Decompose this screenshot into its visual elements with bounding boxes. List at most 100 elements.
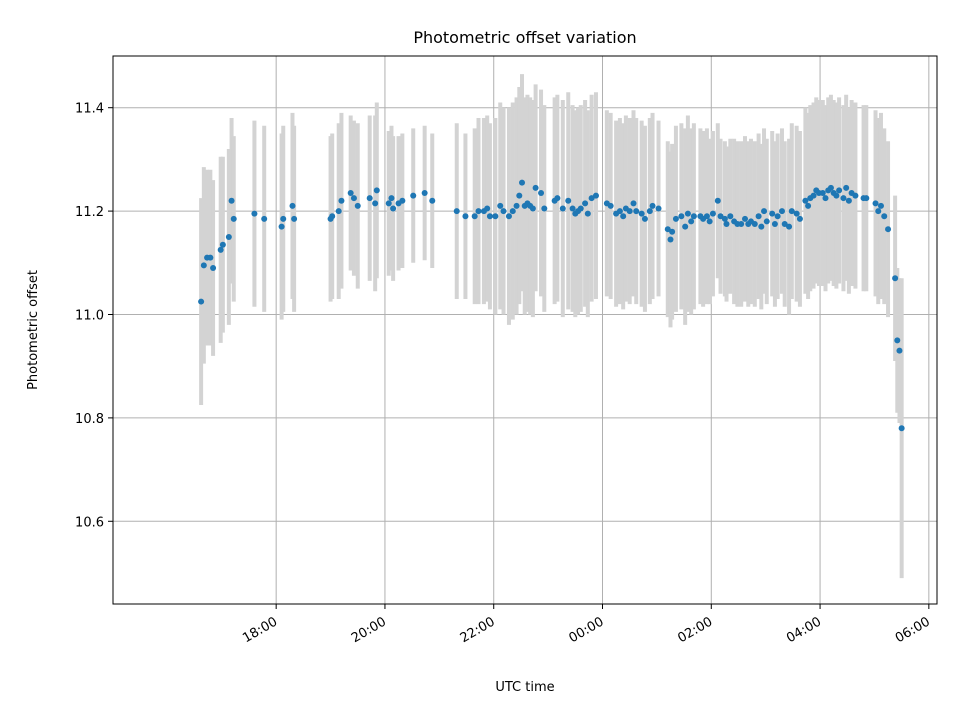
data-point: [781, 221, 788, 228]
data-point: [569, 205, 576, 212]
data-point: [763, 218, 770, 225]
y-tick-label: 11.2: [75, 205, 104, 220]
data-point: [822, 195, 829, 202]
data-point: [329, 213, 336, 220]
data-points: [198, 179, 905, 432]
data-point: [706, 218, 713, 225]
data-point: [354, 202, 361, 209]
data-point: [607, 202, 614, 209]
data-point: [198, 298, 205, 305]
data-point: [898, 425, 905, 432]
data-point: [774, 213, 781, 220]
data-point: [385, 200, 392, 207]
data-point: [717, 213, 724, 220]
data-point: [338, 197, 345, 204]
data-point: [641, 215, 648, 222]
data-point: [796, 215, 803, 222]
data-point: [863, 195, 870, 202]
data-point: [291, 215, 298, 222]
data-point: [894, 337, 901, 344]
data-point: [492, 213, 499, 220]
data-point: [738, 221, 745, 228]
data-point: [678, 213, 685, 220]
data-point: [429, 197, 436, 204]
data-point: [500, 208, 507, 215]
y-axis: 10.6 10.8 11.0 11.2 11.4: [75, 102, 113, 530]
data-point: [200, 262, 207, 269]
data-point: [532, 184, 539, 191]
data-point: [819, 190, 826, 196]
data-point: [751, 221, 758, 228]
data-point: [516, 192, 523, 199]
y-tick-label: 11.4: [75, 102, 104, 117]
data-point: [892, 275, 899, 282]
data-point: [453, 208, 460, 215]
data-point: [805, 202, 812, 209]
data-point: [664, 226, 671, 233]
data-point: [462, 213, 469, 220]
y-tick-label: 11.0: [75, 308, 104, 323]
data-point: [554, 195, 561, 202]
data-point: [843, 184, 850, 191]
data-point: [519, 179, 526, 186]
data-point: [690, 213, 697, 220]
data-point: [836, 187, 843, 194]
x-axis-label: UTC time: [495, 680, 554, 695]
data-point: [840, 195, 847, 202]
data-point: [742, 215, 749, 222]
data-point: [584, 210, 591, 217]
data-point: [475, 208, 482, 215]
y-tick-label: 10.8: [75, 412, 104, 427]
data-point: [620, 213, 627, 220]
data-point: [638, 210, 645, 217]
chart-title: Photometric offset variation: [413, 28, 636, 47]
data-point: [778, 208, 785, 215]
data-point: [845, 197, 852, 204]
data-point: [727, 213, 734, 220]
data-point: [251, 210, 258, 217]
data-point: [761, 208, 768, 215]
data-point: [667, 236, 674, 243]
data-point: [541, 205, 548, 212]
data-point: [497, 202, 504, 209]
data-point: [788, 208, 795, 215]
data-point: [709, 210, 716, 217]
data-point: [771, 221, 778, 228]
y-tick-label: 10.6: [75, 515, 104, 530]
data-point: [758, 223, 765, 230]
data-point: [410, 192, 417, 199]
data-point: [280, 215, 287, 222]
data-point: [669, 228, 676, 235]
data-point: [827, 184, 834, 191]
data-point: [484, 205, 491, 212]
data-point: [793, 210, 800, 217]
data-point: [471, 213, 478, 220]
data-point: [714, 197, 721, 204]
data-point: [877, 202, 884, 209]
data-point: [225, 233, 232, 240]
data-point: [769, 210, 776, 217]
data-point: [509, 208, 516, 215]
data-point: [486, 213, 493, 220]
data-point: [896, 347, 903, 354]
plot-frame: [112, 55, 938, 605]
data-point: [228, 197, 235, 204]
data-point: [388, 195, 395, 202]
data-point: [688, 218, 695, 225]
data-point: [626, 208, 633, 215]
data-point: [875, 208, 882, 215]
data-point: [723, 221, 730, 228]
data-point: [350, 195, 357, 202]
data-point: [538, 190, 545, 196]
data-point: [207, 254, 214, 261]
data-point: [881, 213, 888, 220]
data-point: [592, 192, 599, 199]
data-point: [703, 213, 710, 220]
data-point: [833, 192, 840, 199]
data-point: [786, 223, 793, 230]
data-point: [633, 208, 640, 215]
data-point: [684, 210, 691, 217]
data-point: [505, 213, 512, 220]
data-point: [366, 195, 373, 202]
